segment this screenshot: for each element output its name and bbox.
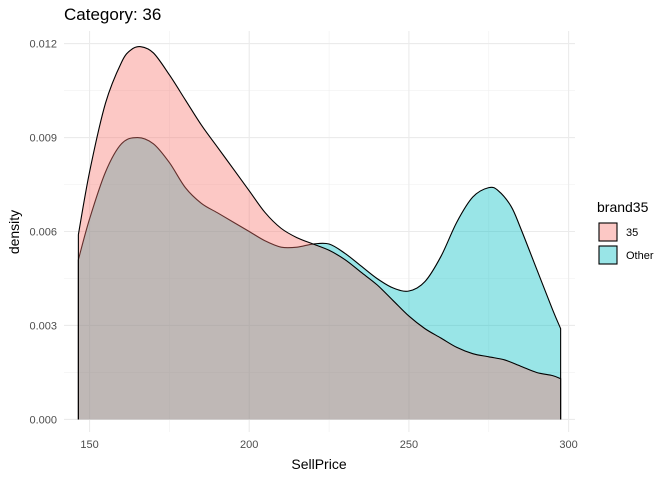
legend-label-other: Other <box>626 250 654 262</box>
x-tick-label: 250 <box>400 439 418 451</box>
density-area-other <box>78 137 561 420</box>
chart-title: Category: 36 <box>64 5 161 24</box>
x-tick-label: 150 <box>80 439 98 451</box>
y-tick-label: 0.003 <box>29 320 57 332</box>
grid-lines <box>64 31 575 432</box>
legend-key-bg-35 <box>598 222 618 242</box>
x-axis-title: SellPrice <box>291 456 346 472</box>
legend-key-other <box>598 245 618 265</box>
legend-label-35: 35 <box>626 227 638 239</box>
y-axis-title: density <box>6 210 22 254</box>
y-tick-label: 0.012 <box>29 39 57 51</box>
x-tick-label: 200 <box>240 439 258 451</box>
legend-key-bg-other <box>598 245 618 265</box>
density-line-35 <box>77 45 562 420</box>
legend: brand35 35 Other <box>597 199 654 265</box>
x-axis-ticks: 150 200 250 300 <box>80 439 577 451</box>
y-axis-ticks: 0.000 0.003 0.006 0.009 0.012 <box>29 39 57 427</box>
y-tick-label: 0.009 <box>29 133 57 145</box>
legend-key-35 <box>598 222 618 242</box>
x-tick-label: 300 <box>559 439 577 451</box>
y-tick-label: 0.006 <box>29 227 57 239</box>
y-tick-label: 0.000 <box>29 414 57 426</box>
legend-title: brand35 <box>597 199 649 215</box>
density-area-35 <box>78 46 561 420</box>
density-areas <box>77 45 562 420</box>
